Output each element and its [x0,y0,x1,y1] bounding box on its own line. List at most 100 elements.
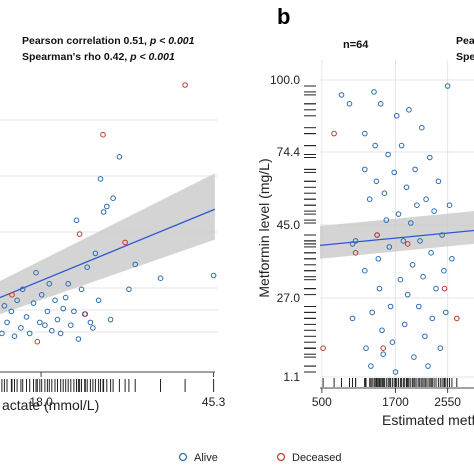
panel-b-y-tick-label: 45.0 [277,218,301,232]
panel-b-point-alive [385,151,391,158]
panel-b-point-alive [403,184,410,191]
panel-b-y-rug [304,85,316,373]
panel-b-confidence-band [320,211,474,259]
panel-a-point-deceased [9,292,15,298]
panel-b-point-deceased [380,345,387,352]
panel-a-point-alive [75,336,82,342]
panel-a-point-alive [42,322,48,329]
panel-b-letter: b [277,4,290,29]
panel-a-points [0,82,217,345]
panel-b-point-deceased [454,315,460,322]
panel-b-point-alive [380,351,387,358]
panel-b-point-alive [386,244,393,250]
panel-a-point-alive [104,203,110,210]
panel-b-point-alive [401,321,408,328]
legend-marker-alive [178,452,188,462]
panel-a-point-alive [110,195,116,201]
panel-b-x-tick-label: 500 [312,395,332,409]
panel-b-point-alive [437,345,444,352]
panel-b-point-alive [404,291,411,298]
legend-label-alive: Alive [194,452,218,464]
panel-b-point-deceased [352,250,359,256]
panel-b-point-alive [441,267,447,274]
legend-label-deceased: Deceased [292,452,342,464]
panel-b-point-alive [349,241,356,247]
panel-a-point-alive [107,316,114,323]
panel-b-point-alive [369,309,376,316]
panel-b-point-alive [391,169,398,176]
panel-a-point-alive [92,250,99,257]
panel-b-point-alive [433,285,439,292]
panel-b-point-alive [368,363,374,369]
panel-b-point-alive [346,101,353,107]
panel-b-point-deceased [441,285,448,292]
panel-b-point-alive [423,196,429,202]
panel-a-point-alive [68,322,74,329]
panel-b-y-tick-label: 1.1 [283,370,300,384]
panel-a-point-deceased [122,239,128,246]
panel-b-point-deceased [404,241,411,247]
panel-b-point-alive [406,107,412,113]
panel-b-point-alive [412,166,418,173]
panel-b-point-alive [395,211,402,217]
panel-a-point-deceased [76,231,83,237]
panel-a-point-alive [97,176,104,182]
panel-a-point-alive [49,327,55,334]
panel-b-point-alive [414,202,420,208]
panel-a-point-alive [33,269,39,276]
panel-a-point-alive [11,333,18,340]
panel-b-point-alive [393,113,400,119]
panel-a-point-deceased [34,338,41,345]
panel-b-point-alive [428,250,434,256]
legend-marker-deceased [276,452,286,462]
panel-a-x-tick-label: 45.3 [202,395,226,409]
panel-b-point-alive [379,327,385,334]
panel-b-point-alive [429,315,436,322]
panel-a-point-alive [95,297,102,304]
panel-b-point-alive [349,315,356,322]
panel-b-point-alive [363,345,369,352]
panel-a-point-alive [23,314,30,320]
panel-a-pearson-stat: Pearson correlation 0.51, p < 0.001 [22,35,195,47]
panel-a-regression-line [0,208,216,299]
panel-a-x-label: actate (mmol/L) [2,397,99,413]
panel-a-point-alive [62,294,69,301]
panel-b-x-rug [322,378,458,387]
panel-b-x-tick-label: 1700 [382,395,409,409]
panel-a-point-alive [65,281,71,287]
panel-b-point-alive [377,101,384,107]
panel-a-point-alive [84,264,90,271]
panel-a-point-deceased [100,131,106,138]
panel-b-regression-line [319,229,474,247]
panel-a-confidence-band [0,173,215,315]
panel-b-point-alive [352,238,359,244]
panel-a-point-alive [54,316,61,323]
panel-b-point-alive [425,363,431,369]
panel-b-points [320,83,460,375]
panel-a-point-deceased [82,311,89,317]
panel-b-point-alive [371,89,377,95]
panel-b-point-alive [383,217,390,223]
panel-b-point-alive [446,202,453,208]
panel-b-y-tick-label: 100.0 [270,73,300,87]
panel-b-point-alive [389,339,396,346]
panel-a-point-alive [132,261,138,268]
panel-a-point-deceased [182,82,188,88]
panel-b-point-alive [408,220,414,226]
panel-a-point-alive [4,319,10,326]
panel-b-point-alive [449,256,455,262]
panel-b-point-alive [372,142,379,149]
panel-b-point-alive [376,285,383,292]
panel-a-point-alive [18,325,24,331]
panel-a-x-tick-label: 18.0 [29,395,53,409]
panel-a-point-alive [71,308,77,315]
panel-b-stat-line-1: Pear [456,35,474,47]
panel-b-point-alive [435,178,442,185]
panel-b-point-alive [427,154,433,161]
panel-a-spearman-stat: Spearman's rho 0.42, p < 0.001 [22,51,175,63]
panel-b-point-alive [419,124,425,131]
panel-b-point-alive [398,142,405,149]
panel-a-point-alive [8,308,15,315]
panel-b-point-alive [422,333,428,340]
